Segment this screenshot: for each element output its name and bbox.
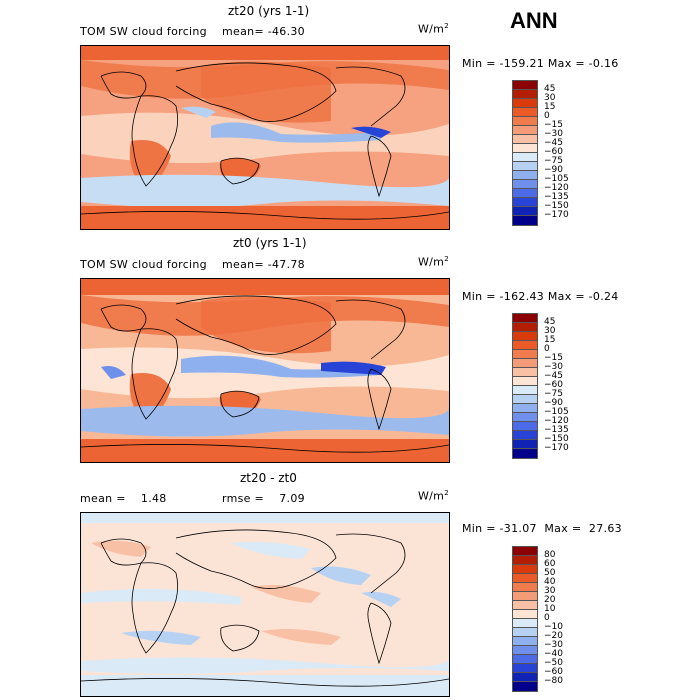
panel2-mean: mean= -47.78 xyxy=(222,258,305,271)
panel2-colorbar-label: −150 xyxy=(544,434,569,444)
panel1-field-label: TOM SW cloud forcing xyxy=(80,25,207,38)
panel2-colorbar-label: 45 xyxy=(544,317,556,327)
panel3-colorbar-label: 40 xyxy=(544,577,556,587)
panel3-map xyxy=(80,512,450,697)
panel1-minmax: Min = -159.21 Max = -0.16 xyxy=(462,57,619,70)
panel1-units-base: W/m xyxy=(418,22,445,36)
panel3-rmse: rmse = 7.09 xyxy=(222,492,305,505)
panel1-colorbar-label: −60 xyxy=(544,147,563,157)
panel1-colorbar: 45 30 15 0 −15 −30 −45 −60 −75 −90 −105 −120 −135 −15… xyxy=(512,80,572,230)
panel2-units: W/m2 xyxy=(418,255,449,269)
panel1-units: W/m2 xyxy=(418,22,449,36)
panel2-colorbar-label: −75 xyxy=(544,389,563,399)
panel2-colorbar: 45 30 15 0 −15 −30 −45 −60 −75 −90 −105 −120 −135 −15… xyxy=(512,313,572,463)
panel2-colorbar-label: −170 xyxy=(544,443,569,453)
panel3-colorbar-label: −20 xyxy=(544,631,563,641)
panel3-colorbar-label: 0 xyxy=(544,613,550,623)
panel3-colorbar-label: −30 xyxy=(544,640,563,650)
panel3-colorbar-label: 20 xyxy=(544,595,556,605)
panel1-colorbar-label: −15 xyxy=(544,120,563,130)
panel3-units-exp: 2 xyxy=(444,489,449,497)
panel1-colorbar-label: −75 xyxy=(544,156,563,166)
panel3-colorbar-label: −80 xyxy=(544,676,563,686)
panel2-colorbar-label: −135 xyxy=(544,425,569,435)
panel1-colorbar-swatch xyxy=(512,215,538,226)
panel3-colorbar-label: −60 xyxy=(544,667,563,677)
panel3-colorbar: 80 60 50 40 30 20 10 0 −10 −20 −30 −40 −50 −60 −80 xyxy=(512,546,572,696)
panel2-colorbar-label: −45 xyxy=(544,371,563,381)
panel3-map-svg xyxy=(81,513,449,696)
panel2-map xyxy=(80,278,450,463)
panel2-colorbar-label: −105 xyxy=(544,407,569,417)
panel2-colorbar-label: 15 xyxy=(544,335,556,345)
panel1-colorbar-label: −135 xyxy=(544,192,569,202)
panel2-minmax: Min = -162.43 Max = -0.24 xyxy=(462,290,619,303)
panel1-colorbar-label: −150 xyxy=(544,201,569,211)
panel1-units-exp: 2 xyxy=(444,22,449,30)
panel3-colorbar-label: 50 xyxy=(544,568,556,578)
panel3-colorbar-label: −10 xyxy=(544,622,563,632)
panel3-units-base: W/m xyxy=(418,489,445,503)
panel1-title: zt20 (yrs 1-1) xyxy=(228,4,310,18)
panel2-units-exp: 2 xyxy=(444,255,449,263)
panel2-colorbar-label: −120 xyxy=(544,416,569,426)
panel1-colorbar-label: −30 xyxy=(544,129,563,139)
panel3-title: zt20 - zt0 xyxy=(240,471,297,485)
panel1-colorbar-label: 0 xyxy=(544,111,550,121)
panel1-colorbar-label: 30 xyxy=(544,93,556,103)
season-label: ANN xyxy=(510,8,558,33)
panel3-units: W/m2 xyxy=(418,489,449,503)
panel1-mean: mean= -46.30 xyxy=(222,25,305,38)
panel3-colorbar-label: 60 xyxy=(544,559,556,569)
panel3-colorbar-label: 80 xyxy=(544,550,556,560)
panel1-colorbar-label: −90 xyxy=(544,165,563,175)
panel2-units-base: W/m xyxy=(418,255,445,269)
panel3-mean: mean = 1.48 xyxy=(80,492,167,505)
panel2-colorbar-label: −15 xyxy=(544,353,563,363)
panel3-colorbar-label: −50 xyxy=(544,658,563,668)
panel2-colorbar-label: −60 xyxy=(544,380,563,390)
panel1-map-svg xyxy=(81,46,449,229)
panel2-colorbar-label: −30 xyxy=(544,362,563,372)
panel3-colorbar-swatch xyxy=(512,681,538,692)
panel2-title: zt0 (yrs 1-1) xyxy=(233,236,307,250)
panel3-colorbar-label: 10 xyxy=(544,604,556,614)
panel1-colorbar-label: −170 xyxy=(544,210,569,220)
panel2-colorbar-label: 30 xyxy=(544,326,556,336)
panel1-map xyxy=(80,45,450,230)
panel1-colorbar-label: 45 xyxy=(544,84,556,94)
panel2-colorbar-label: −90 xyxy=(544,398,563,408)
panel1-colorbar-label: −45 xyxy=(544,138,563,148)
panel1-colorbar-label: 15 xyxy=(544,102,556,112)
panel3-colorbar-label: −40 xyxy=(544,649,563,659)
panel1-colorbar-label: −105 xyxy=(544,174,569,184)
panel2-colorbar-label: 0 xyxy=(544,344,550,354)
panel3-colorbar-label: 30 xyxy=(544,586,556,596)
panel1-colorbar-label: −120 xyxy=(544,183,569,193)
panel2-colorbar-swatch xyxy=(512,448,538,459)
panel3-minmax: Min = -31.07 Max = 27.63 xyxy=(462,522,622,535)
panel2-map-svg xyxy=(81,279,449,462)
panel2-field-label: TOM SW cloud forcing xyxy=(80,258,207,271)
